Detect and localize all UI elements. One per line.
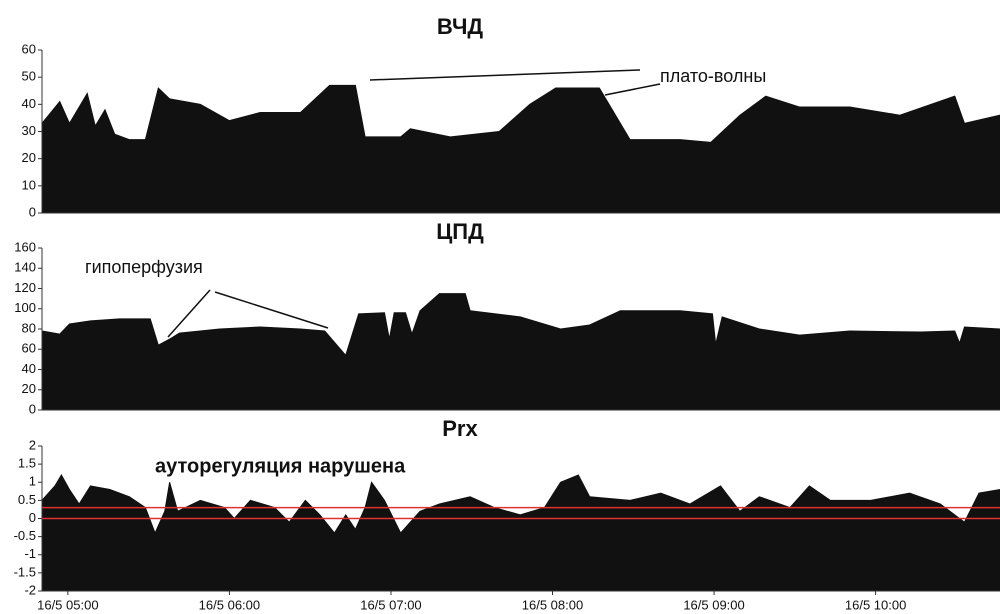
area xyxy=(41,84,1000,214)
y-tick-label: 20 xyxy=(22,150,36,165)
annotation: ауторегуляция нарушена xyxy=(155,455,406,477)
y-tick-label: -1 xyxy=(24,546,36,561)
area xyxy=(41,293,1000,411)
x-tick-label: 16/5 08:00 xyxy=(522,597,583,612)
y-tick-label: 50 xyxy=(22,69,36,84)
y-tick-label: 40 xyxy=(22,361,36,376)
y-tick-label: 140 xyxy=(14,260,36,275)
y-tick-label: 1.5 xyxy=(18,456,36,471)
x-tick-label: 16/5 09:00 xyxy=(683,597,744,612)
y-tick-label: 30 xyxy=(22,123,36,138)
area xyxy=(41,473,1000,592)
x-tick-label: 16/5 06:00 xyxy=(199,597,260,612)
chart-title: ЦПД xyxy=(436,219,484,244)
y-tick-label: 0.5 xyxy=(18,492,36,507)
y-tick-label: -1.5 xyxy=(14,564,36,579)
y-tick-label: 120 xyxy=(14,280,36,295)
y-tick-label: 160 xyxy=(14,239,36,254)
annotation: гипоперфузия xyxy=(85,257,203,277)
pointer-line xyxy=(369,69,641,81)
y-tick-label: 80 xyxy=(22,320,36,335)
x-tick-label: 16/5 05:00 xyxy=(37,597,98,612)
chart-title: Prx xyxy=(442,416,478,441)
pointer-line xyxy=(604,83,661,96)
y-tick-label: 0 xyxy=(29,401,36,416)
annotation: плато-волны xyxy=(660,66,766,86)
y-tick-label: 60 xyxy=(22,341,36,356)
y-tick-label: 100 xyxy=(14,300,36,315)
pointer-line xyxy=(214,291,329,329)
y-tick-label: -0.5 xyxy=(14,528,36,543)
y-tick-label: 0 xyxy=(29,510,36,525)
y-tick-label: 0 xyxy=(29,204,36,219)
pointer-line xyxy=(167,289,211,338)
y-tick-label: -2 xyxy=(24,582,36,597)
y-tick-label: 2 xyxy=(29,437,36,452)
y-tick-label: 60 xyxy=(22,41,36,56)
x-tick-label: 16/5 07:00 xyxy=(360,597,421,612)
y-tick-label: 10 xyxy=(22,177,36,192)
y-tick-label: 40 xyxy=(22,96,36,111)
y-tick-label: 1 xyxy=(29,474,36,489)
y-tick-label: 20 xyxy=(22,381,36,396)
chart-title: ВЧД xyxy=(437,14,484,39)
x-tick-label: 16/5 10:00 xyxy=(845,597,906,612)
